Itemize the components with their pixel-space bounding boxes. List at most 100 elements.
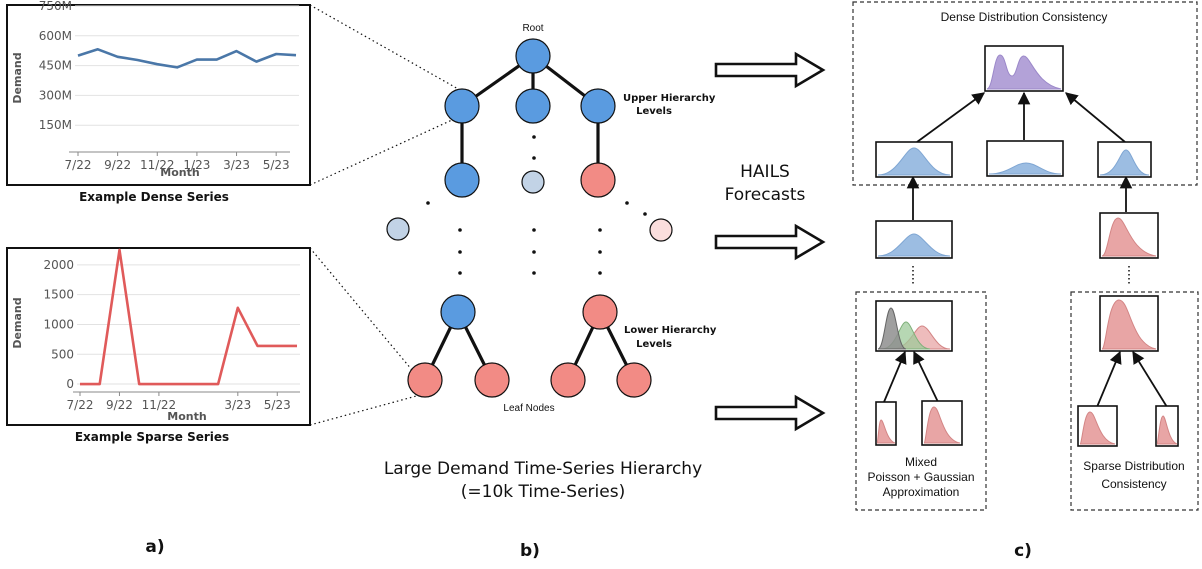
x-tick-label: 9/22 [104, 158, 131, 172]
tree-ellipsis [426, 135, 647, 275]
x-tick-label: 5/23 [263, 158, 290, 172]
arrow-sparse-right [1132, 350, 1168, 408]
sparse-series [79, 248, 298, 386]
x-tick-label: 1/23 [183, 158, 210, 172]
y-tick-label: 0 [66, 377, 74, 391]
far-left-faint-node [386, 217, 410, 241]
mid-node-right [580, 162, 616, 198]
dense-dist-middle [986, 140, 1064, 177]
hierarchy-title-line-1: Large Demand Time-Series Hierarchy [384, 459, 702, 479]
dense-series [77, 47, 297, 69]
upper-node-left [444, 88, 480, 124]
hails-label-line-2: Forecasts [725, 185, 806, 205]
tree-nodes [386, 38, 673, 398]
far-right-faint-node [649, 218, 673, 242]
distribution-arrows [883, 91, 1168, 408]
lower-levels-label-2: Levels [636, 339, 672, 350]
y-tick-label: 300M [39, 88, 72, 102]
upper-node-middle [515, 88, 551, 124]
sparse-leaf-left [1077, 405, 1118, 447]
x-tick-label: 11/22 [142, 398, 177, 412]
distribution-boxes [875, 45, 1179, 447]
y-tick-label: 1500 [43, 288, 74, 302]
leaf-node-4 [616, 362, 652, 398]
hierarchy-title-line-2: (=10k Time-Series) [461, 482, 625, 502]
connector-lines [309, 4, 461, 426]
sparse-consistency-label-2: Consistency [1101, 477, 1166, 491]
dense-dist-right [1097, 141, 1152, 178]
panel-b-label: b) [520, 541, 540, 561]
root-node [515, 38, 551, 74]
series-line [77, 47, 297, 69]
y-tick-label: 750M [39, 0, 72, 13]
y-tick-label: 450M [39, 59, 72, 73]
mid-node-middle-faint [521, 170, 545, 194]
leaf-node-2 [474, 362, 510, 398]
leaf-node-1 [407, 362, 443, 398]
panel-a-label: a) [145, 537, 164, 557]
y-tick-label: 500 [51, 347, 74, 361]
x-tick-label: 5/23 [264, 398, 291, 412]
sparse-dist-top [1099, 295, 1159, 352]
x-tick-label: 3/23 [224, 398, 251, 412]
sparse-chart: 2000 1500 1000 500 0 7/22 9/22 11/22 3/23 5/23 D… [6, 247, 311, 426]
panel-c-label: c) [1014, 541, 1032, 561]
y-tick-label: 1000 [43, 317, 74, 331]
mixed-label-line-2: Poisson + Gaussian [867, 470, 974, 484]
dense-connector-top [309, 4, 461, 91]
dense-grid [75, 5, 299, 126]
x-tick-label: 7/22 [65, 158, 92, 172]
sparse-y-ticks: 2000 1500 1000 500 0 [43, 258, 74, 391]
top-aggregate-distribution [984, 45, 1064, 92]
upper-levels-label-2: Levels [636, 106, 672, 117]
hails-label-line-1: HAILS [740, 162, 790, 182]
dense-y-ticks: 750M 600M 450M 300M 150M [39, 0, 72, 132]
blue-chain-distribution [875, 220, 953, 259]
x-tick-label: 11/22 [140, 158, 175, 172]
sparse-connector-top [309, 247, 413, 371]
dense-x-ticks: 7/22 9/22 11/22 1/23 3/23 5/23 [65, 152, 290, 172]
dense-consistency-label: Dense Distribution Consistency [941, 10, 1108, 24]
sparse-leaf-right [1155, 405, 1179, 447]
y-tick-label: 600M [39, 29, 72, 43]
x-tick-label: 3/23 [223, 158, 250, 172]
mixed-leaf-right [921, 400, 963, 446]
sparse-x-ticks: 7/22 9/22 11/22 3/23 5/23 [67, 392, 291, 412]
sparse-x-axis-title: Month [167, 410, 206, 423]
arrow-right-to-top [1065, 92, 1126, 143]
sparse-y-axis-title: Demand [11, 297, 24, 348]
arrow-lower-icon [714, 394, 826, 432]
mixed-approx-box [855, 291, 987, 511]
forecast-arrows [714, 51, 826, 432]
leaf-nodes-label: Leaf Nodes [503, 403, 554, 414]
panel-b: Root Upper Hierarchy Levels Lower Hierar… [384, 23, 717, 561]
lower-node-left [440, 294, 476, 330]
y-tick-label: 2000 [43, 258, 74, 272]
upper-levels-label-1: Upper Hierarchy [623, 93, 716, 104]
mixed-label-line-1: Mixed [905, 455, 937, 469]
mixed-label-line-3: Approximation [883, 485, 960, 499]
x-tick-label: 7/22 [67, 398, 94, 412]
arrow-sparse-left [1096, 350, 1122, 408]
sparse-consistency-box [1070, 291, 1199, 511]
x-tick-label: 9/22 [106, 398, 133, 412]
arrow-middle-icon [714, 223, 826, 261]
panel-a: 750M 600M 450M 300M 150M 7/22 9/22 11/22 1/23 3/… [6, 0, 311, 557]
sparse-consistency-label-1: Sparse Distribution [1083, 459, 1184, 473]
mid-node-left [444, 162, 480, 198]
mixed-leaf-left [875, 401, 897, 446]
dense-caption: Example Dense Series [79, 190, 229, 204]
arrow-mixed-left [883, 350, 907, 403]
mixed-distribution [875, 300, 953, 352]
upper-node-right [580, 88, 616, 124]
arrow-left-to-top [916, 92, 986, 143]
red-chain-distribution [1099, 212, 1159, 259]
arrow-upper-icon [714, 51, 826, 89]
series-line [80, 248, 297, 386]
lower-levels-label-1: Lower Hierarchy [624, 325, 717, 336]
arrow-mixed-right [913, 350, 939, 403]
sparse-caption: Example Sparse Series [75, 430, 229, 444]
dense-x-axis-title: Month [160, 166, 199, 179]
root-label: Root [522, 23, 543, 34]
